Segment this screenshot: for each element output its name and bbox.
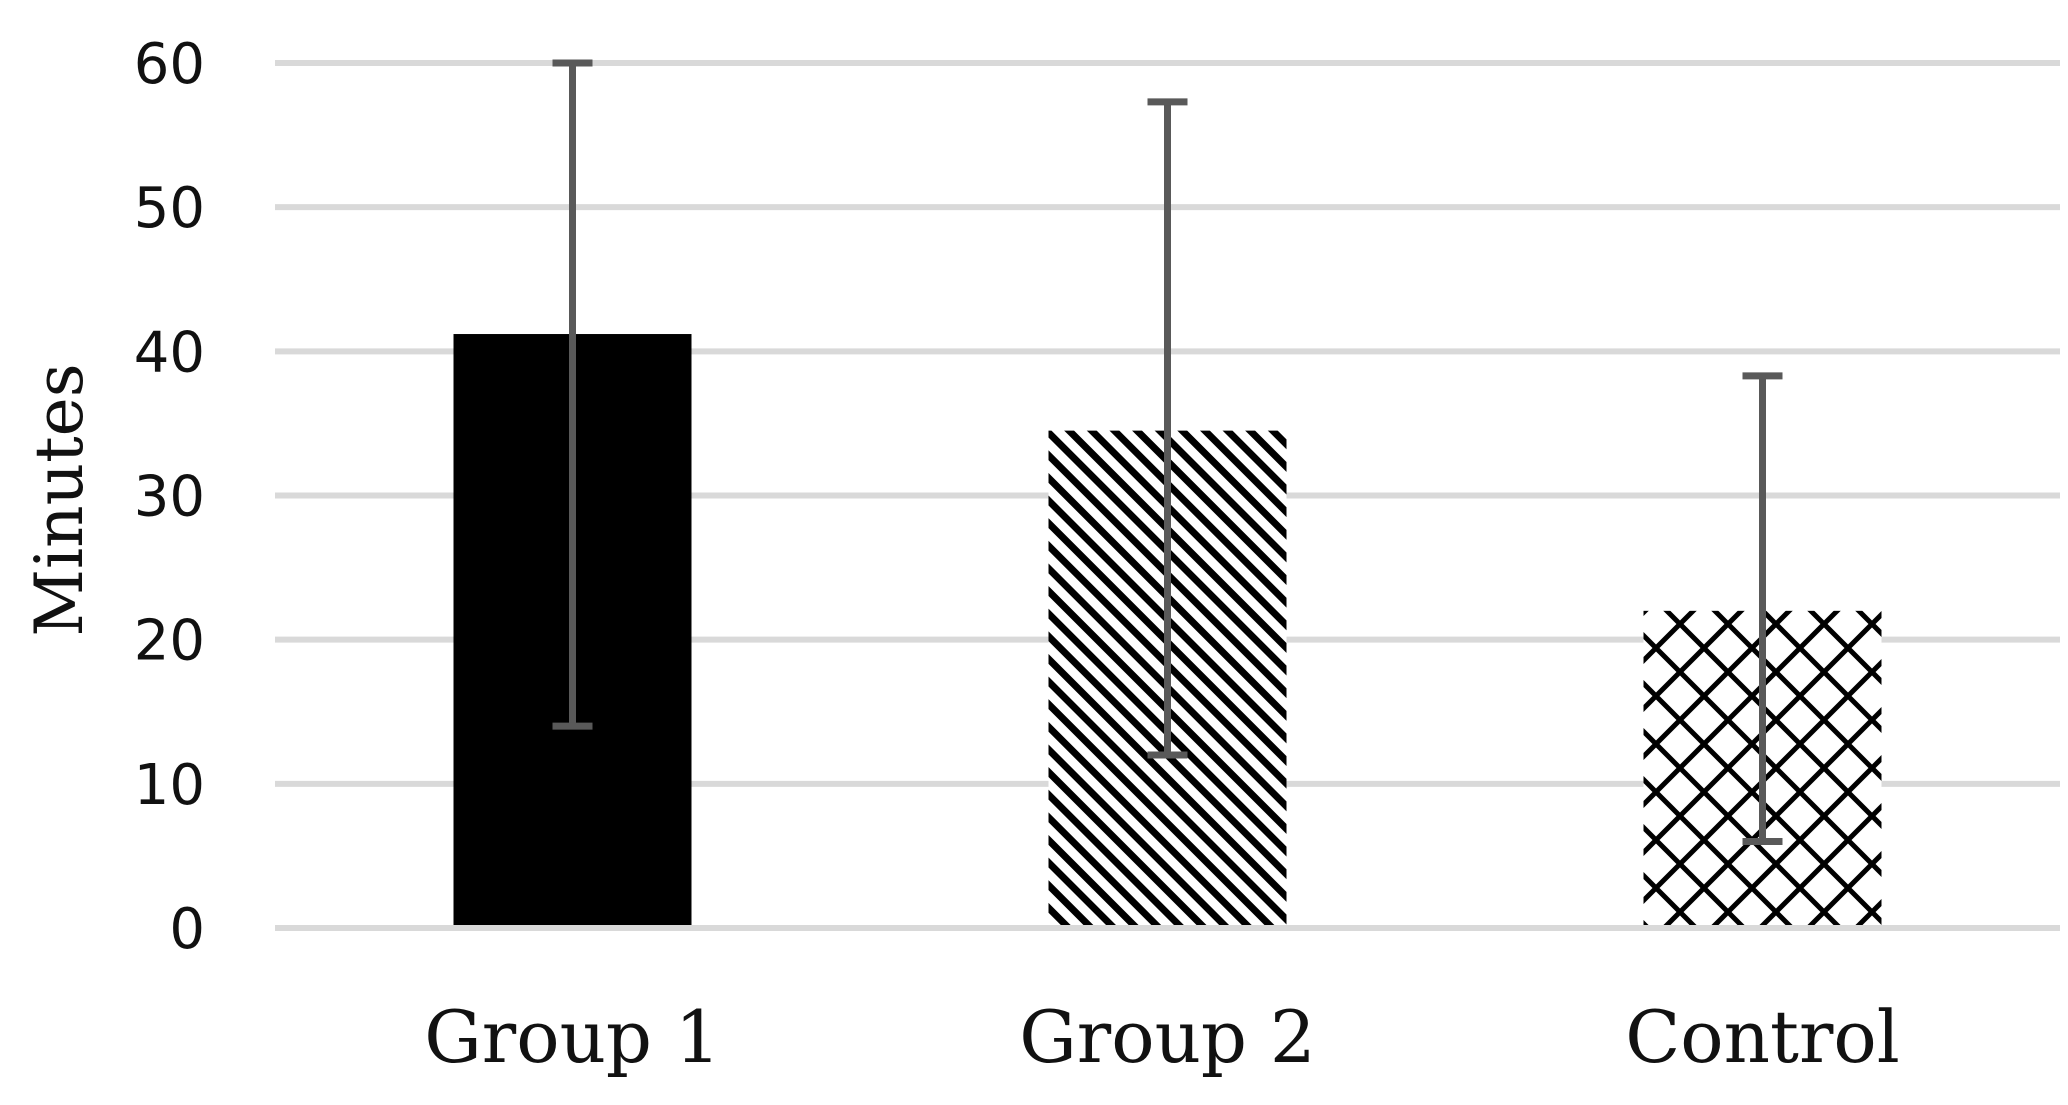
y-tick-label: 20 bbox=[134, 609, 205, 674]
x-tick-label: Group 1 bbox=[424, 995, 720, 1079]
y-tick-label: 10 bbox=[134, 753, 205, 818]
y-tick-label: 60 bbox=[134, 32, 205, 97]
y-axis-ticks: 0 10 20 30 40 50 60 bbox=[134, 32, 205, 962]
error-bar-control bbox=[1742, 372, 1783, 845]
error-bars bbox=[552, 59, 1783, 845]
x-tick-label: Control bbox=[1625, 995, 1900, 1079]
error-bar-group-2 bbox=[1147, 98, 1188, 759]
error-bar-group-1 bbox=[552, 59, 593, 730]
x-axis-labels: Group 1 Group 2 Control bbox=[424, 995, 1899, 1079]
y-tick-label: 0 bbox=[169, 897, 205, 962]
y-axis-title: Minutes bbox=[21, 363, 98, 636]
x-tick-label: Group 2 bbox=[1019, 995, 1315, 1079]
y-tick-label: 40 bbox=[134, 320, 205, 385]
y-tick-label: 30 bbox=[134, 465, 205, 530]
y-tick-label: 50 bbox=[134, 176, 205, 241]
